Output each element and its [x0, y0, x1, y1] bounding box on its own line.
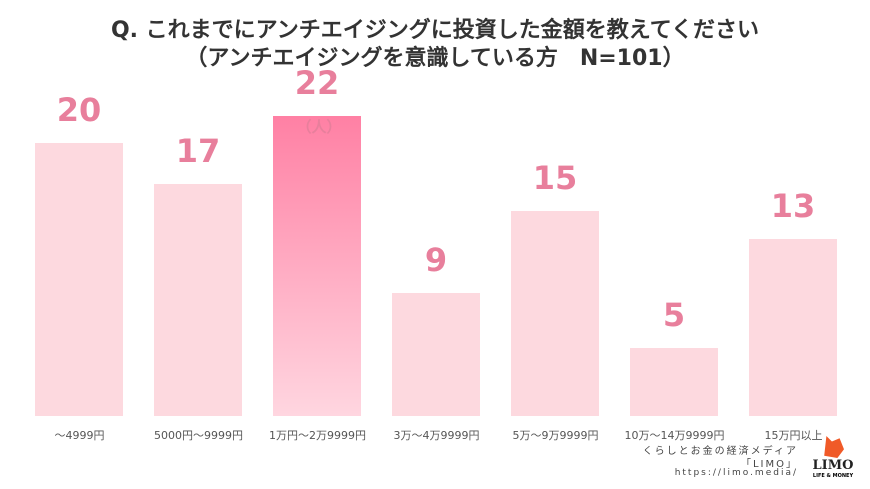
value-text: 22	[294, 63, 340, 102]
value-label-6: 13	[749, 187, 837, 225]
category-label-4: 5万～9万9999円	[512, 429, 599, 442]
bar-6	[749, 238, 837, 416]
value-text: 17	[175, 131, 221, 170]
value-label-3: 9	[392, 241, 480, 279]
value-text: 20	[56, 91, 102, 129]
value-text: 5	[662, 295, 686, 334]
value-label-4: 15	[511, 159, 599, 197]
value-label-5: 5	[630, 296, 718, 334]
category-label-1: 5000円～9999円	[154, 429, 243, 442]
chart-title: Q. これまでにアンチエイジングに投資した金額を教えてください	[110, 18, 760, 43]
category-label-0: ～4999円	[54, 429, 105, 442]
value-text: 9	[424, 241, 448, 280]
category-label-3: 3万～4万9999円	[393, 429, 480, 442]
category-label-2: 1万円～2万9999円	[269, 429, 366, 442]
value-label-0: 20	[35, 91, 123, 129]
bar-0	[35, 143, 123, 416]
bar-5	[630, 347, 718, 416]
bar-4	[511, 211, 599, 416]
value-text: 15	[532, 159, 578, 198]
fox-icon	[824, 436, 844, 458]
chart-subtitle: （アンチエイジングを意識している方 N=101）	[185, 46, 685, 71]
limo-logo: LIMO LIFE & MONEY	[808, 436, 858, 479]
credit-line1: くらしとお金の経済メディア	[642, 446, 798, 457]
unit-label: （人）	[296, 117, 342, 136]
logo-text: LIMO	[812, 458, 854, 473]
category-label-6: 15万円以上	[764, 429, 823, 442]
bar-1	[154, 183, 242, 416]
credit-url: https://limo.media/	[674, 468, 798, 478]
category-label-5: 10万～14万9999円	[624, 429, 725, 442]
value-text: 13	[770, 186, 816, 225]
bar-2	[273, 115, 361, 416]
value-label-1: 17	[154, 132, 242, 170]
bar-3	[392, 293, 480, 416]
credit-line2: 「LIMO」	[740, 459, 798, 470]
logo-subtext: LIFE & MONEY	[812, 473, 854, 479]
value-label-2: 22 （人）	[273, 64, 361, 140]
